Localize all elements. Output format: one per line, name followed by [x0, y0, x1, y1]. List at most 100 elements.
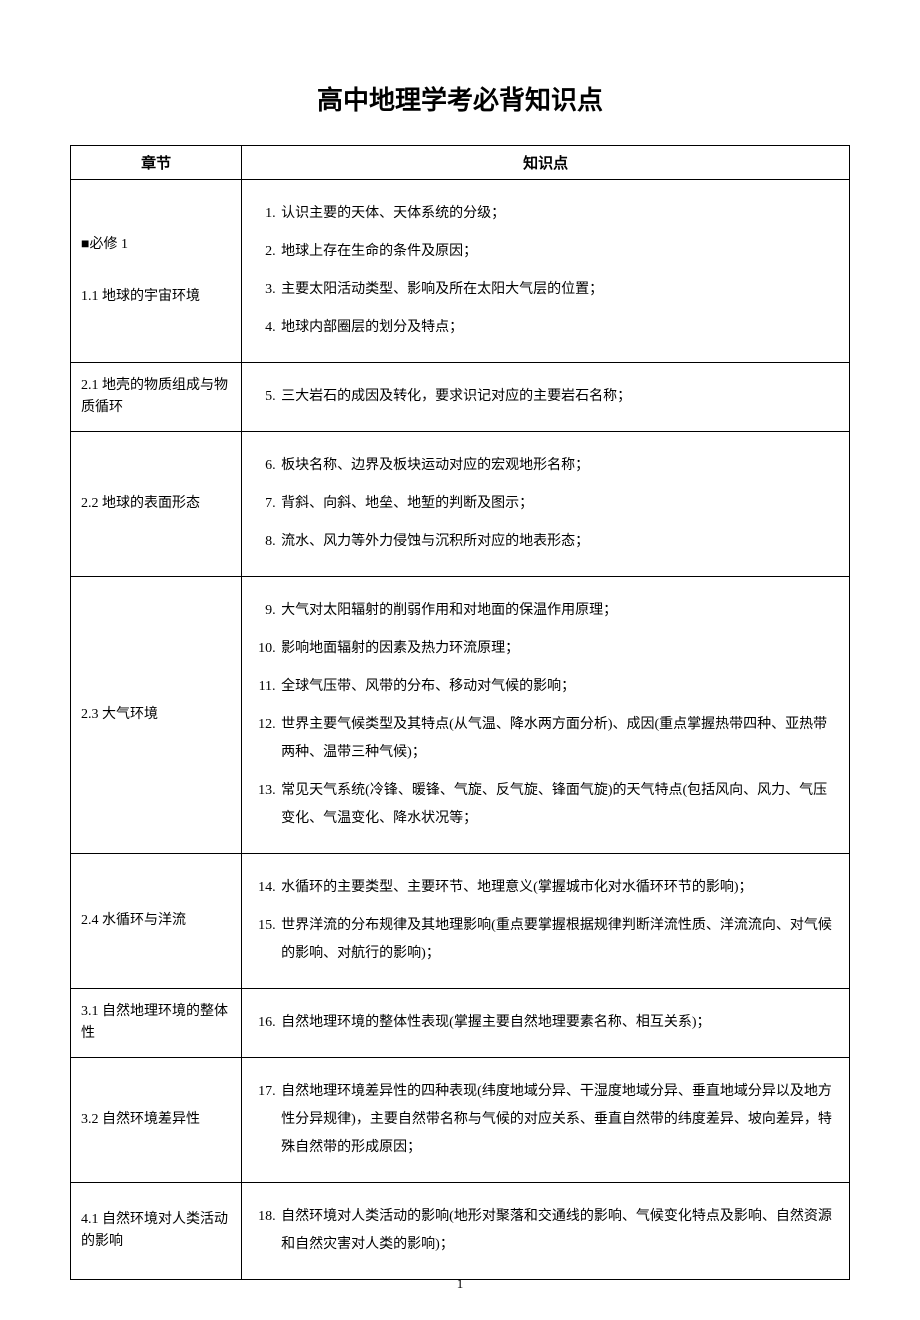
table-row: ■必修 1 1.1 地球的宇宙环境 1. 认识主要的天体、天体系统的分级； 2. 地球上存… — [71, 180, 850, 363]
point-item: 9. 大气对太阳辐射的削弱作用和对地面的保温作用原理； — [250, 597, 841, 625]
point-text: 自然地理环境的整体性表现(掌握主要自然地理要素名称、相互关系)； — [281, 1015, 710, 1030]
table-body: ■必修 1 1.1 地球的宇宙环境 1. 认识主要的天体、天体系统的分级； 2. 地球上存… — [71, 180, 850, 1280]
point-number: 17. — [250, 1078, 275, 1106]
point-item: 3. 主要太阳活动类型、影响及所在太阳大气层的位置； — [250, 276, 841, 304]
points-list: 18.自然环境对人类活动的影响(地形对聚落和交通线的影响、气候变化特点及影响、自… — [250, 1203, 841, 1259]
points-cell: 9. 大气对太阳辐射的削弱作用和对地面的保温作用原理； 10. 影响地面辐射的因素及热… — [242, 577, 850, 854]
points-list: 14. 水循环的主要类型、主要环节、地理意义(掌握城市化对水循环环节的影响)； 15… — [250, 874, 841, 968]
point-item: 15.世界洋流的分布规律及其地理影响(重点要掌握根据规律判断洋流性质、洋流流向、… — [250, 912, 841, 968]
point-text: 地球上存在生命的条件及原因； — [281, 244, 477, 259]
chapter-cell: 4.1 自然环境对人类活动的影响 — [71, 1183, 242, 1280]
point-item: 5. 三大岩石的成因及转化，要求识记对应的主要岩石名称； — [250, 383, 841, 411]
table-row: 2.3 大气环境 9. 大气对太阳辐射的削弱作用和对地面的保温作用原理； 10. 影响地… — [71, 577, 850, 854]
point-item: 8. 流水、风力等外力侵蚀与沉积所对应的地表形态； — [250, 528, 841, 556]
table-row: 3.2 自然环境差异性 17.自然地理环境差异性的四种表现(纬度地域分异、干湿度地… — [71, 1058, 850, 1183]
chapter-cell: ■必修 1 1.1 地球的宇宙环境 — [71, 180, 242, 363]
point-text: 认识主要的天体、天体系统的分级； — [281, 206, 505, 221]
chapter-cell: 2.4 水循环与洋流 — [71, 854, 242, 989]
table-row: 3.1 自然地理环境的整体性 16. 自然地理环境的整体性表现(掌握主要自然地理要素… — [71, 989, 850, 1058]
point-item: 6. 板块名称、边界及板块运动对应的宏观地形名称； — [250, 452, 841, 480]
point-item: 7. 背斜、向斜、地垒、地堑的判断及图示； — [250, 490, 841, 518]
points-cell: 18.自然环境对人类活动的影响(地形对聚落和交通线的影响、气候变化特点及影响、自… — [242, 1183, 850, 1280]
points-list: 17.自然地理环境差异性的四种表现(纬度地域分异、干湿度地域分异、垂直地域分异以… — [250, 1078, 841, 1162]
points-cell: 1. 认识主要的天体、天体系统的分级； 2. 地球上存在生命的条件及原因； 3. 主要太阳… — [242, 180, 850, 363]
page-number: 1 — [0, 1276, 920, 1292]
point-number: 12. — [250, 711, 275, 739]
knowledge-table: 章节 知识点 ■必修 1 1.1 地球的宇宙环境 1. 认识主要的天体、天体系统的分级… — [70, 145, 850, 1280]
chapter-cell: 2.3 大气环境 — [71, 577, 242, 854]
points-cell: 6. 板块名称、边界及板块运动对应的宏观地形名称； 7. 背斜、向斜、地垒、地堑的判断… — [242, 432, 850, 577]
points-cell: 16. 自然地理环境的整体性表现(掌握主要自然地理要素名称、相互关系)； — [242, 989, 850, 1058]
point-number: 16. — [250, 1009, 275, 1037]
document-title: 高中地理学考必背知识点 — [70, 80, 850, 117]
point-text: 自然地理环境差异性的四种表现(纬度地域分异、干湿度地域分异、垂直地域分异以及地方… — [281, 1084, 832, 1155]
chapter-cell: 2.2 地球的表面形态 — [71, 432, 242, 577]
point-number: 10. — [250, 635, 275, 663]
point-item: 16. 自然地理环境的整体性表现(掌握主要自然地理要素名称、相互关系)； — [250, 1009, 841, 1037]
chapter-label: 2.2 地球的表面形态 — [81, 496, 200, 511]
point-item: 1. 认识主要的天体、天体系统的分级； — [250, 200, 841, 228]
point-item: 12.世界主要气候类型及其特点(从气温、降水两方面分析)、成因(重点掌握热带四种… — [250, 711, 841, 767]
point-text: 全球气压带、风带的分布、移动对气候的影响； — [281, 679, 575, 694]
point-item: 13.常见天气系统(冷锋、暖锋、气旋、反气旋、锋面气旋)的天气特点(包括风向、风… — [250, 777, 841, 833]
point-item: 4. 地球内部圈层的划分及特点； — [250, 314, 841, 342]
point-number: 14. — [250, 874, 275, 902]
chapter-label: 4.1 自然环境对人类活动的影响 — [81, 1212, 228, 1249]
point-text: 背斜、向斜、地垒、地堑的判断及图示； — [281, 496, 533, 511]
point-text: 自然环境对人类活动的影响(地形对聚落和交通线的影响、气候变化特点及影响、自然资源… — [281, 1209, 832, 1252]
point-item: 17.自然地理环境差异性的四种表现(纬度地域分异、干湿度地域分异、垂直地域分异以… — [250, 1078, 841, 1162]
point-number: 4. — [250, 314, 275, 342]
chapter-label: 3.1 自然地理环境的整体性 — [81, 1004, 228, 1041]
point-text: 大气对太阳辐射的削弱作用和对地面的保温作用原理； — [281, 603, 617, 618]
chapter-cell: 3.2 自然环境差异性 — [71, 1058, 242, 1183]
point-text: 三大岩石的成因及转化，要求识记对应的主要岩石名称； — [281, 389, 631, 404]
document-page: 高中地理学考必背知识点 章节 知识点 ■必修 1 1.1 地球的宇宙环境 1. 认识主… — [0, 0, 920, 1320]
chapter-label: 3.2 自然环境差异性 — [81, 1112, 200, 1127]
chapter-label: 2.4 水循环与洋流 — [81, 913, 186, 928]
chapter-label: 1.1 地球的宇宙环境 — [81, 289, 200, 304]
point-number: 8. — [250, 528, 275, 556]
points-list: 6. 板块名称、边界及板块运动对应的宏观地形名称； 7. 背斜、向斜、地垒、地堑的判断… — [250, 452, 841, 556]
point-number: 6. — [250, 452, 275, 480]
point-text: 水循环的主要类型、主要环节、地理意义(掌握城市化对水循环环节的影响)； — [281, 880, 752, 895]
point-item: 2. 地球上存在生命的条件及原因； — [250, 238, 841, 266]
table-row: 2.2 地球的表面形态 6. 板块名称、边界及板块运动对应的宏观地形名称； 7. 背斜、… — [71, 432, 850, 577]
point-number: 2. — [250, 238, 275, 266]
point-number: 7. — [250, 490, 275, 518]
point-item: 11. 全球气压带、风带的分布、移动对气候的影响； — [250, 673, 841, 701]
point-number: 5. — [250, 383, 275, 411]
point-item: 18.自然环境对人类活动的影响(地形对聚落和交通线的影响、气候变化特点及影响、自… — [250, 1203, 841, 1259]
point-number: 13. — [250, 777, 275, 805]
points-list: 5. 三大岩石的成因及转化，要求识记对应的主要岩石名称； — [250, 383, 841, 411]
table-row: 2.1 地壳的物质组成与物质循环 5. 三大岩石的成因及转化，要求识记对应的主要岩石… — [71, 363, 850, 432]
points-cell: 14. 水循环的主要类型、主要环节、地理意义(掌握城市化对水循环环节的影响)； 15… — [242, 854, 850, 989]
point-text: 主要太阳活动类型、影响及所在太阳大气层的位置； — [281, 282, 603, 297]
point-number: 15. — [250, 912, 275, 940]
points-cell: 5. 三大岩石的成因及转化，要求识记对应的主要岩石名称； — [242, 363, 850, 432]
points-list: 9. 大气对太阳辐射的削弱作用和对地面的保温作用原理； 10. 影响地面辐射的因素及热… — [250, 597, 841, 833]
book-label: ■必修 1 — [81, 234, 233, 256]
header-chapter: 章节 — [71, 146, 242, 180]
chapter-cell: 2.1 地壳的物质组成与物质循环 — [71, 363, 242, 432]
point-text: 世界洋流的分布规律及其地理影响(重点要掌握根据规律判断洋流性质、洋流流向、对气候… — [281, 918, 832, 961]
chapter-cell: 3.1 自然地理环境的整体性 — [71, 989, 242, 1058]
point-text: 流水、风力等外力侵蚀与沉积所对应的地表形态； — [281, 534, 589, 549]
points-cell: 17.自然地理环境差异性的四种表现(纬度地域分异、干湿度地域分异、垂直地域分异以… — [242, 1058, 850, 1183]
chapter-label: 2.3 大气环境 — [81, 707, 158, 722]
table-row: 2.4 水循环与洋流 14. 水循环的主要类型、主要环节、地理意义(掌握城市化对水循… — [71, 854, 850, 989]
point-number: 18. — [250, 1203, 275, 1231]
chapter-label: 2.1 地壳的物质组成与物质循环 — [81, 378, 228, 415]
point-text: 地球内部圈层的划分及特点； — [281, 320, 463, 335]
point-number: 3. — [250, 276, 275, 304]
points-list: 16. 自然地理环境的整体性表现(掌握主要自然地理要素名称、相互关系)； — [250, 1009, 841, 1037]
table-header-row: 章节 知识点 — [71, 146, 850, 180]
point-text: 板块名称、边界及板块运动对应的宏观地形名称； — [281, 458, 589, 473]
table-row: 4.1 自然环境对人类活动的影响 18.自然环境对人类活动的影响(地形对聚落和交通… — [71, 1183, 850, 1280]
point-text: 影响地面辐射的因素及热力环流原理； — [281, 641, 519, 656]
points-list: 1. 认识主要的天体、天体系统的分级； 2. 地球上存在生命的条件及原因； 3. 主要太阳… — [250, 200, 841, 342]
point-number: 1. — [250, 200, 275, 228]
point-number: 9. — [250, 597, 275, 625]
point-number: 11. — [250, 673, 275, 701]
point-text: 常见天气系统(冷锋、暖锋、气旋、反气旋、锋面气旋)的天气特点(包括风向、风力、气… — [281, 783, 827, 826]
header-points: 知识点 — [242, 146, 850, 180]
